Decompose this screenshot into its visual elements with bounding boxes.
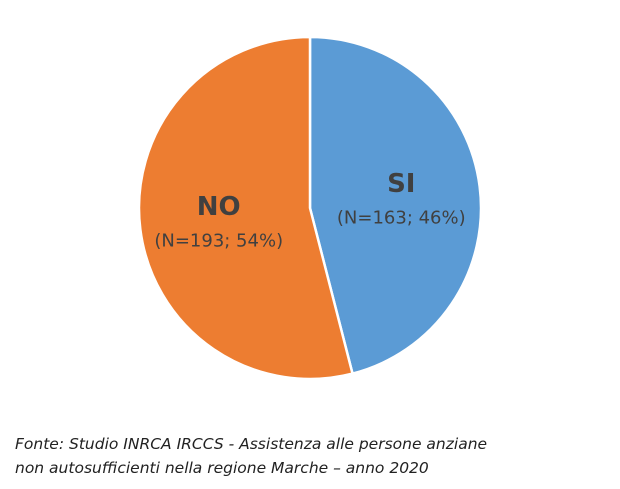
slice-category: SI bbox=[387, 169, 415, 199]
pie-slice bbox=[308, 35, 483, 376]
slice-label: (N=193; 54%) bbox=[154, 231, 283, 252]
source-note: non autosufficienti nella regione Marche… bbox=[15, 459, 429, 477]
pie-slice bbox=[137, 35, 355, 381]
slice-category: NO bbox=[197, 192, 241, 222]
slice-label: (N=163; 46%) bbox=[337, 207, 466, 228]
source-note: Fonte: Studio INRCA IRCCS - Assistenza a… bbox=[15, 435, 487, 453]
